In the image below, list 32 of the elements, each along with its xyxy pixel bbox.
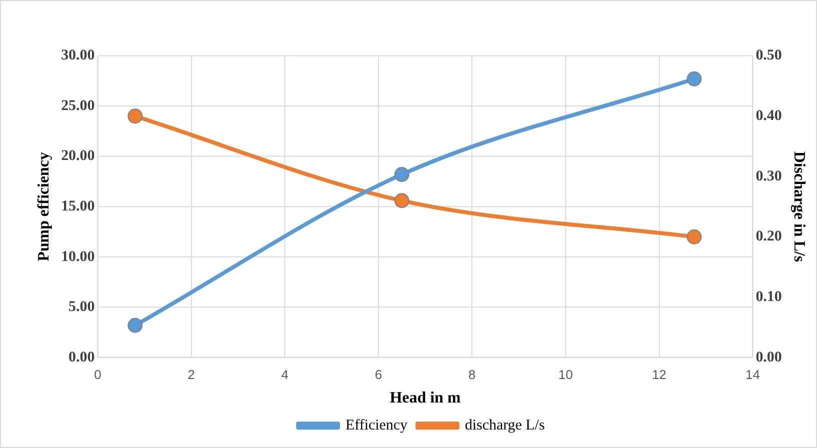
x-tick-label: 10 <box>558 366 573 382</box>
point <box>394 193 410 208</box>
y-tick-label: 0.00 <box>68 349 95 366</box>
x-tick-label: 6 <box>374 366 382 382</box>
y-tick-label: 15.00 <box>61 198 95 215</box>
y2-axis-title: Discharge in L/s <box>790 151 808 262</box>
x-tick-label: 2 <box>188 366 195 382</box>
y2-tick-label: 0.30 <box>756 168 782 184</box>
point <box>686 229 702 244</box>
y-tick-label: 30.00 <box>61 48 95 64</box>
y2-tick-label: 0.10 <box>756 289 782 306</box>
x-axis-title: Head in m <box>390 390 461 407</box>
x-tick-label: 4 <box>281 366 288 382</box>
legend-label: Efficiency <box>346 418 408 434</box>
y2-tick-label: 0.00 <box>756 349 782 366</box>
y2-tick-label: 0.40 <box>756 108 782 124</box>
y-tick-label: 20.00 <box>61 148 95 164</box>
point <box>394 167 410 182</box>
x-tick-label: 12 <box>652 366 666 382</box>
x-tick-label: 14 <box>746 366 760 382</box>
point <box>128 318 143 333</box>
y2-tick-label: 0.50 <box>756 48 782 64</box>
x-tick-label: 8 <box>468 366 476 382</box>
y-axis-title: Pump efficiency <box>36 152 53 262</box>
y2-tick-label: 0.20 <box>756 228 782 245</box>
y-tick-label: 10.00 <box>61 248 95 265</box>
point <box>686 71 702 86</box>
legend-label: discharge L/s <box>464 418 545 434</box>
y-tick-label: 25.00 <box>61 98 95 114</box>
y-tick-label: 5.00 <box>68 299 95 316</box>
x-tick-label: 0 <box>94 366 102 382</box>
point <box>128 108 143 124</box>
